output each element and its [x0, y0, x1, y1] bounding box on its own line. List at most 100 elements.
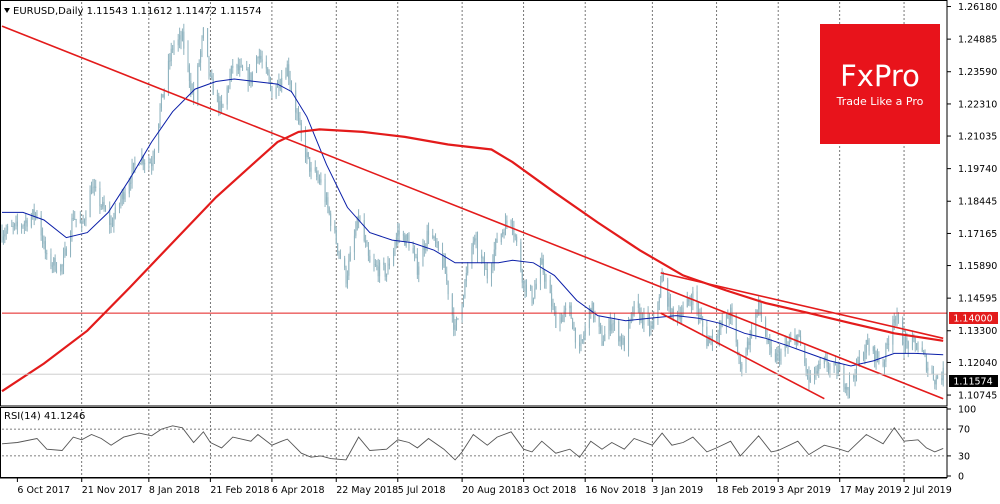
candle-body	[53, 257, 55, 266]
candle-body	[84, 220, 86, 222]
candle-body	[279, 85, 281, 89]
candle-body	[404, 235, 406, 246]
candle-body	[60, 265, 62, 272]
candle-body	[843, 368, 845, 387]
candle-body	[632, 313, 634, 316]
candle-body	[490, 267, 492, 279]
candle-body	[829, 365, 831, 370]
candle-body	[5, 230, 7, 235]
current-price-label: 1.11574	[949, 375, 998, 388]
candle-body	[530, 285, 532, 289]
candle-body	[209, 73, 211, 76]
candle-body	[767, 339, 769, 342]
candle-body	[237, 64, 239, 71]
candle-body	[669, 297, 671, 318]
candle-body	[609, 320, 611, 331]
candle-body	[158, 123, 160, 151]
candle-body	[483, 258, 485, 270]
candle-body	[521, 270, 523, 283]
candle-body	[667, 279, 669, 307]
trend-line	[660, 272, 944, 340]
candle-body	[388, 263, 390, 266]
candle-body	[4, 234, 6, 237]
candle-body	[457, 318, 459, 320]
candle-body	[353, 235, 355, 253]
candle-body	[40, 215, 42, 236]
candle-body	[535, 283, 537, 289]
candle-body	[366, 242, 368, 247]
candle-body	[523, 280, 525, 283]
candle-body	[151, 163, 153, 167]
x-tick-label: 21 Nov 2017	[82, 485, 143, 496]
candle-body	[937, 376, 939, 379]
candle-body	[502, 232, 504, 234]
candle-body	[295, 90, 297, 113]
candle-body	[707, 339, 709, 346]
candle-body	[876, 351, 878, 359]
candle-body	[651, 325, 653, 328]
candle-body	[825, 357, 827, 359]
candle-body	[377, 266, 379, 277]
y-tick-label: 1.18445	[958, 197, 997, 208]
candle-body	[456, 319, 458, 325]
x-tick-label: 20 Aug 2018	[462, 485, 523, 496]
candle-body	[769, 339, 771, 347]
candle-body	[211, 75, 213, 79]
candle-body	[482, 258, 484, 260]
candle-body	[374, 264, 376, 266]
candle-body	[309, 157, 311, 172]
candle-body	[236, 64, 238, 68]
candle-body	[588, 308, 590, 329]
candle-body	[14, 223, 16, 227]
current-label-text: 1.11574	[953, 377, 992, 388]
chart-menu-triangle-icon[interactable]	[4, 8, 10, 13]
candle-body	[99, 187, 101, 207]
candle-body	[907, 341, 909, 349]
candle-body	[428, 230, 430, 236]
candle-body	[865, 340, 867, 353]
candle-body	[745, 352, 747, 370]
candle-body	[854, 375, 856, 378]
candle-body	[249, 72, 251, 84]
candle-body	[250, 72, 252, 84]
candle-body	[706, 326, 708, 346]
candle-body	[653, 317, 655, 328]
candle-body	[721, 321, 723, 326]
candle-body	[716, 335, 718, 338]
candle-body	[628, 323, 630, 351]
candle-body	[121, 192, 123, 200]
candle-body	[120, 199, 122, 205]
candle-body	[658, 297, 660, 303]
candle-body	[65, 248, 67, 256]
candle-body	[700, 315, 702, 320]
candle-body	[152, 158, 154, 167]
candle-body	[447, 281, 449, 295]
candle-body	[818, 363, 820, 371]
candle-body	[731, 307, 733, 317]
candle-body	[111, 223, 113, 226]
candle-body	[756, 309, 758, 314]
candle-body	[808, 370, 810, 382]
candle-body	[611, 324, 613, 331]
candle-body	[265, 61, 267, 69]
candle-body	[531, 288, 533, 304]
candle-body	[257, 57, 259, 59]
candle-body	[159, 108, 161, 124]
candle-body	[190, 80, 192, 91]
candle-body	[153, 150, 155, 159]
candle-body	[12, 226, 14, 228]
candle-body	[770, 346, 772, 354]
candle-body	[777, 351, 779, 353]
candle-body	[583, 335, 585, 340]
candle-body	[286, 64, 288, 77]
candle-body	[921, 347, 923, 352]
candle-body	[542, 258, 544, 273]
candle-body	[91, 189, 93, 194]
candle-body	[758, 299, 760, 310]
candle-body	[454, 324, 456, 330]
candle-body	[541, 258, 543, 264]
candle-body	[44, 241, 46, 254]
candle-body	[307, 152, 309, 158]
candle-body	[373, 262, 375, 265]
candle-body	[516, 236, 518, 243]
